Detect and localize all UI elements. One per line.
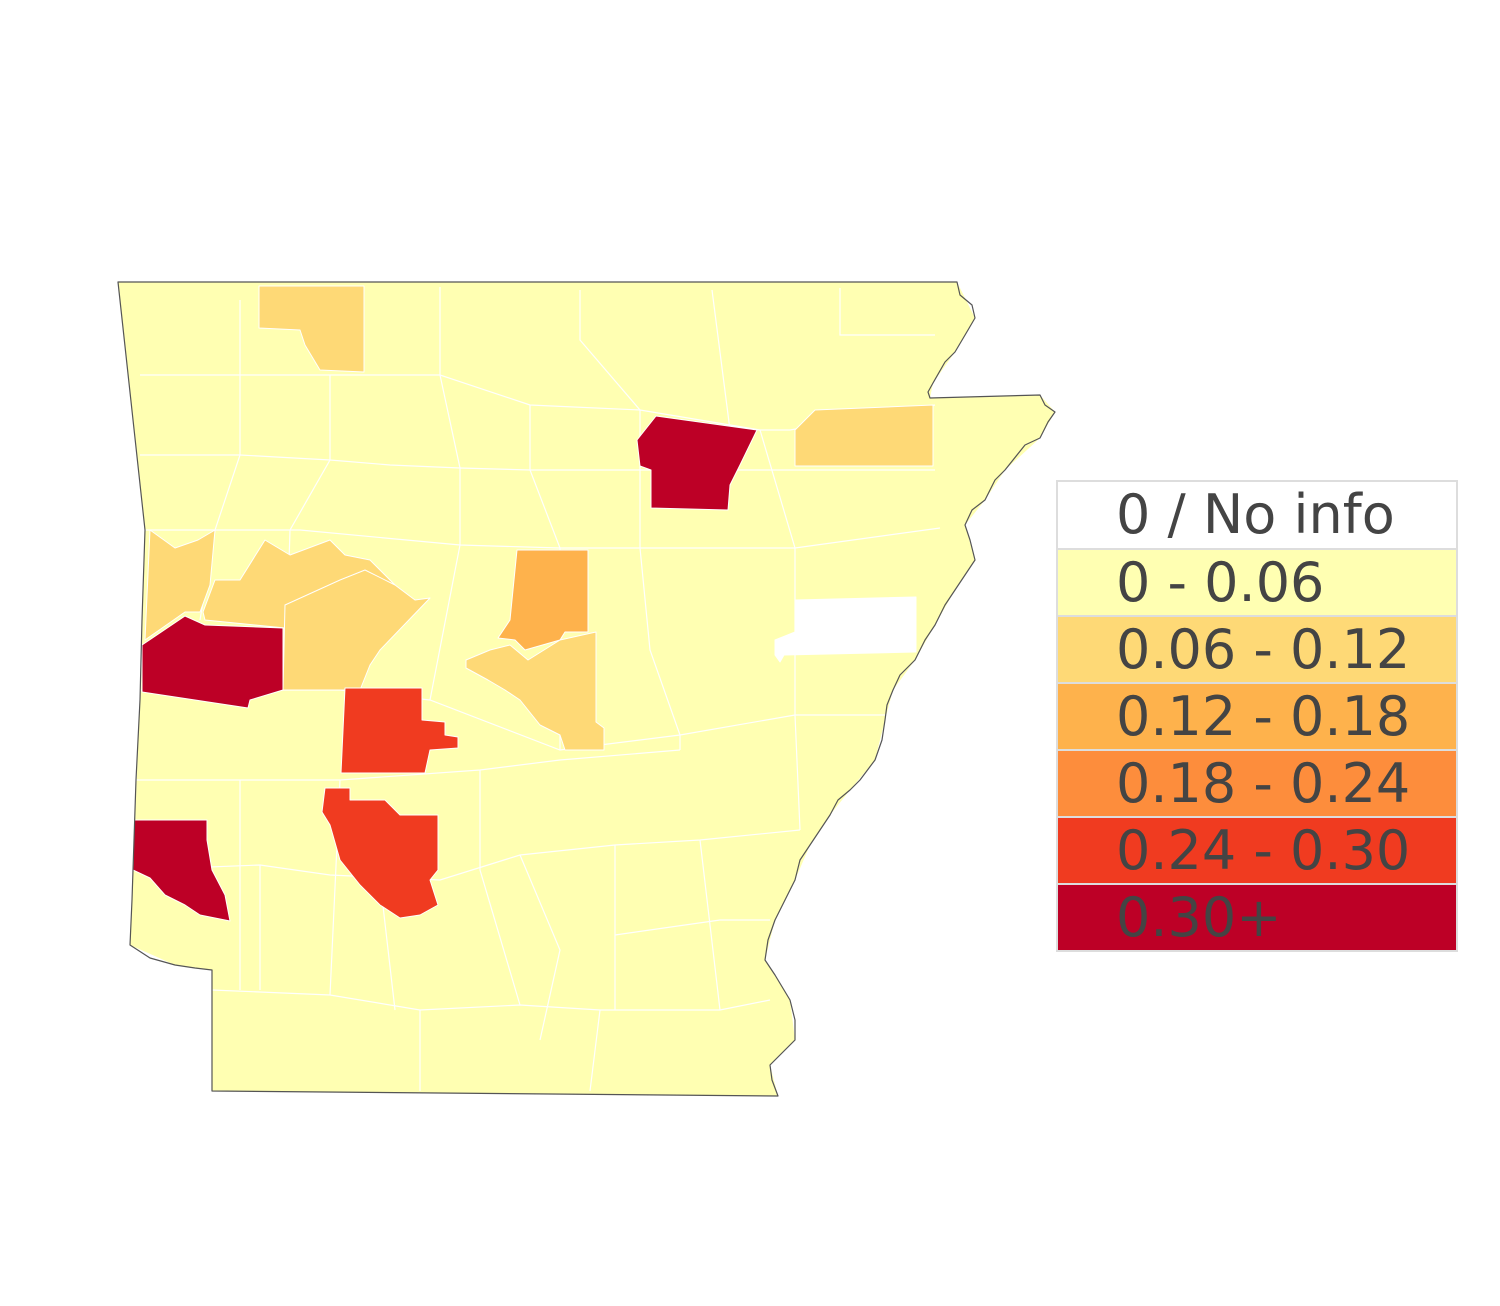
county-bin6-southwest xyxy=(132,819,231,922)
map-legend: 0 / No info 0 - 0.06 0.06 - 0.12 0.12 - … xyxy=(1056,480,1458,952)
state-outline xyxy=(117,281,1056,1097)
county-bin2-central xyxy=(465,631,605,751)
legend-item-bin3: 0.12 - 0.18 xyxy=(1058,682,1456,749)
legend-label: 0 / No info xyxy=(1116,483,1395,546)
legend-label: 0.30+ xyxy=(1116,885,1282,949)
county-bin5-central-west xyxy=(340,687,459,774)
legend-item-bin6: 0.30+ xyxy=(1058,883,1456,950)
legend-item-bin2: 0.06 - 0.12 xyxy=(1058,615,1456,682)
legend-label: 0.06 - 0.12 xyxy=(1116,617,1411,681)
legend-label: 0 - 0.06 xyxy=(1116,550,1325,614)
legend-label: 0.12 - 0.18 xyxy=(1116,684,1411,748)
legend-item-bin4: 0.18 - 0.24 xyxy=(1058,749,1456,816)
highlighted-counties xyxy=(132,285,934,922)
legend-item-bin5: 0.24 - 0.30 xyxy=(1058,816,1456,883)
county-bin6-north-central xyxy=(636,415,758,511)
county-bin2-northeast xyxy=(794,404,934,467)
county-bin2-northwest xyxy=(258,285,365,373)
legend-label: 0.24 - 0.30 xyxy=(1116,818,1411,882)
legend-item-no-info: 0 / No info xyxy=(1058,482,1456,548)
county-no-info-east xyxy=(774,596,917,663)
county-bin6-west xyxy=(141,615,284,709)
county-bin5-southwest xyxy=(321,787,439,919)
county-bin3-central xyxy=(497,549,589,651)
legend-item-bin1: 0 - 0.06 xyxy=(1058,548,1456,615)
legend-label: 0.18 - 0.24 xyxy=(1116,751,1411,815)
county-bin2-west xyxy=(144,529,216,641)
county-bin2-west-central-b xyxy=(282,569,431,691)
